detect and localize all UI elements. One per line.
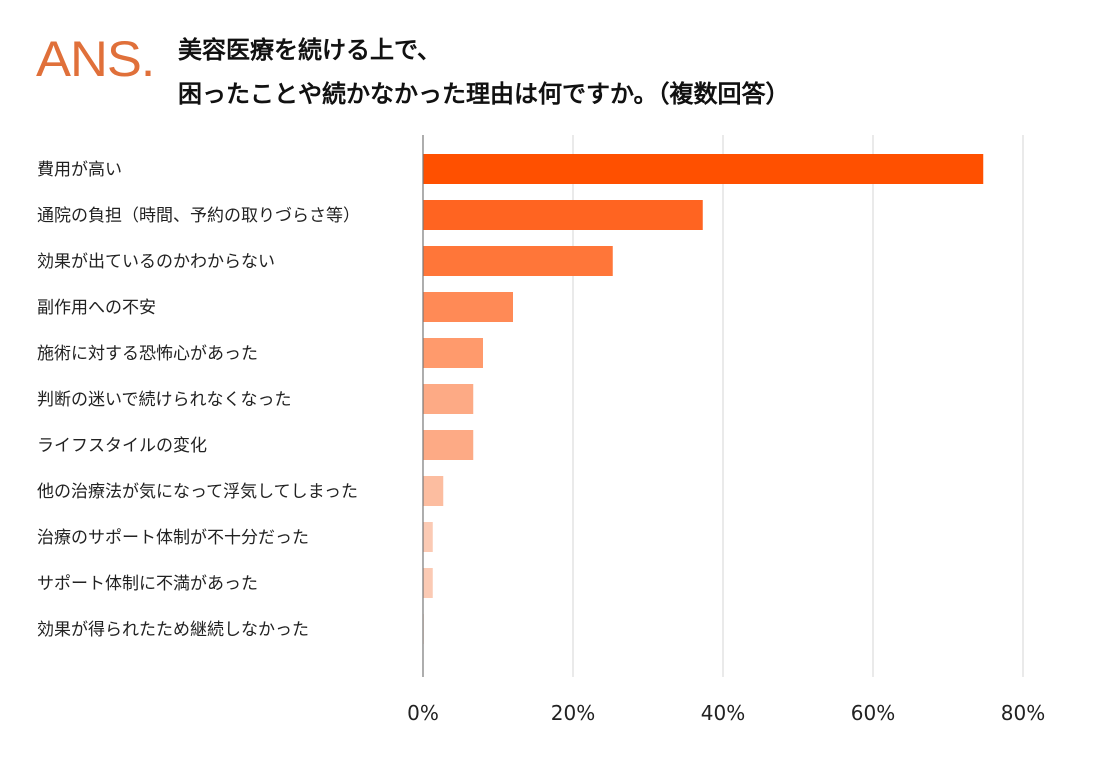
bar <box>423 338 483 368</box>
title-line-2: 困ったことや続かなかった理由は何ですか。（複数回答） <box>178 80 790 108</box>
bar <box>423 476 444 506</box>
x-tick-label: 20% <box>551 701 595 725</box>
category-label: 治療のサポート体制が不十分だった <box>37 528 309 548</box>
title-line-1: 美容医療を続ける上で、 <box>178 36 442 64</box>
x-tick-label: 40% <box>701 701 745 725</box>
x-tick-label: 60% <box>851 701 895 725</box>
category-label: 副作用への不安 <box>37 298 156 318</box>
bar <box>423 246 613 276</box>
bar <box>423 384 474 414</box>
bar <box>423 200 703 230</box>
category-label: 効果が得られたため継続しなかった <box>37 620 309 640</box>
bar <box>423 292 513 322</box>
chart-title: 美容医療を続ける上で、 困ったことや続かなかった理由は何ですか。（複数回答） <box>178 28 790 116</box>
category-label: 効果が出ているのかわからない <box>37 252 275 272</box>
category-label: ライフスタイルの変化 <box>37 436 207 456</box>
x-tick-label: 0% <box>407 701 439 725</box>
category-label: 費用が高い <box>37 160 122 180</box>
category-label: 施術に対する恐怖心があった <box>37 344 258 364</box>
category-label: 他の治療法が気になって浮気してしまった <box>37 482 358 502</box>
bar <box>423 430 474 460</box>
bar <box>423 568 433 598</box>
category-label: サポート体制に不満があった <box>37 574 258 594</box>
bar <box>423 522 433 552</box>
bar <box>423 154 984 184</box>
x-tick-label: 80% <box>1001 701 1045 725</box>
category-label: 通院の負担（時間、予約の取りづらさ等） <box>37 206 360 226</box>
category-label: 判断の迷いで続けられなくなった <box>37 390 292 410</box>
ans-logo: ANS. <box>36 31 155 87</box>
